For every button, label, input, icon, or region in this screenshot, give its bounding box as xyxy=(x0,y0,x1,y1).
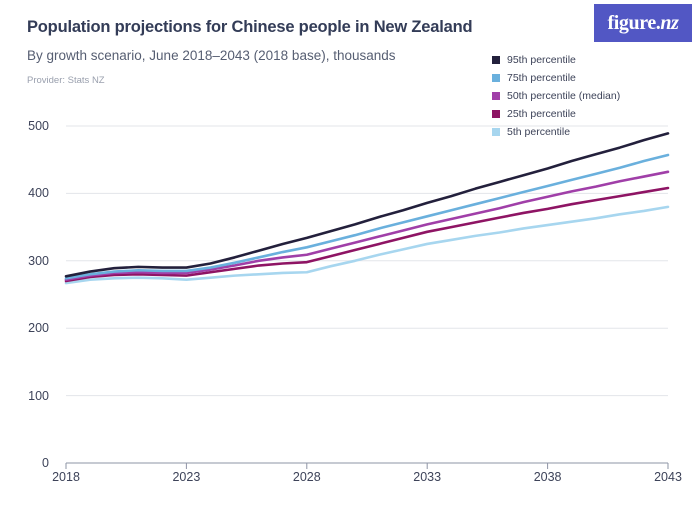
y-axis-tick-label: 500 xyxy=(28,119,49,133)
y-axis-tick-label: 300 xyxy=(28,253,49,268)
series-line xyxy=(64,170,670,281)
brand-text: figure.nz xyxy=(607,12,678,35)
x-axis-tick-label: 2038 xyxy=(533,470,562,484)
legend-swatch-icon xyxy=(492,110,500,119)
y-axis-tick-label: 100 xyxy=(28,388,49,403)
series-line xyxy=(64,205,670,285)
chart-subtitle: By growth scenario, June 2018–2043 (2018… xyxy=(27,47,396,63)
legend-item[interactable]: 75th percentile xyxy=(492,73,692,84)
legend-swatch-icon xyxy=(492,74,500,83)
legend-label: 95th percentile xyxy=(507,54,576,66)
series-line xyxy=(64,132,670,278)
legend-label: 25th percentile xyxy=(507,108,576,120)
chart-provider: Provider: Stats NZ xyxy=(27,75,105,87)
y-axis-tick-label: 200 xyxy=(28,321,49,336)
x-axis-tick-label: 2043 xyxy=(654,470,682,484)
x-axis-tick-label: 2018 xyxy=(52,470,80,484)
legend-swatch-icon xyxy=(492,56,500,65)
y-axis-tick-label: 0 xyxy=(42,456,49,470)
y-axis-labels: 0 100 200 300 400 500 xyxy=(0,0,49,525)
legend-item[interactable]: 5th percentile xyxy=(492,127,692,138)
legend-label: 50th percentile (median) xyxy=(507,90,621,102)
legend-item[interactable]: 50th percentile (median) xyxy=(492,91,692,102)
y-axis-tick-label: 400 xyxy=(28,186,49,201)
legend-label: 75th percentile xyxy=(507,72,576,84)
x-axis-tick-label: 2023 xyxy=(172,470,201,484)
legend-swatch-icon xyxy=(492,92,500,101)
legend-item[interactable]: 25th percentile xyxy=(492,109,692,120)
series-line xyxy=(64,186,670,283)
series-line xyxy=(64,153,670,280)
legend-swatch-icon xyxy=(492,128,500,137)
x-axis-tick-label: 2033 xyxy=(413,470,442,484)
chart-header: Population projections for Chinese peopl… xyxy=(27,18,497,86)
legend-label: 5th percentile xyxy=(507,126,571,138)
brand-name-suffix: nz xyxy=(660,11,679,34)
x-axis-tick-label: 2028 xyxy=(292,470,321,484)
chart-legend: 95th percentile 75th percentile 50th perce… xyxy=(492,55,692,145)
brand-name-main: figure. xyxy=(607,11,661,34)
page-title: Population projections for Chinese peopl… xyxy=(27,18,473,36)
legend-item[interactable]: 95th percentile xyxy=(492,55,692,66)
figure-nz-logo[interactable]: figure.nz xyxy=(594,4,692,42)
